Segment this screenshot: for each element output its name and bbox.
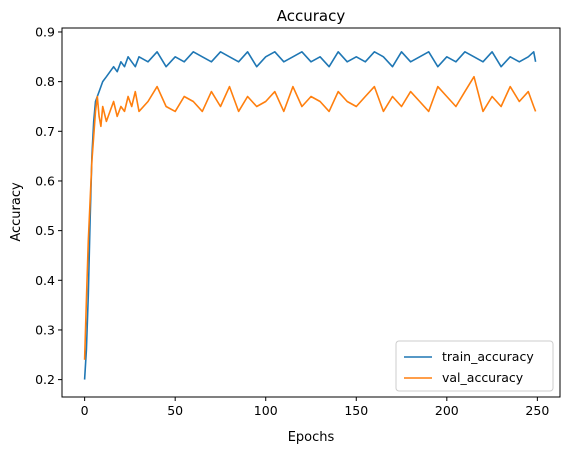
x-tick-label: 50 xyxy=(167,403,183,418)
legend-box xyxy=(395,340,554,392)
x-axis: 0 50 100 150 200 250 xyxy=(81,397,549,418)
y-tick-label: 0.3 xyxy=(35,322,55,337)
y-tick-label: 0.8 xyxy=(35,74,55,89)
y-axis-label: Accuracy xyxy=(9,182,24,242)
y-tick-label: 0.5 xyxy=(35,223,55,238)
x-tick-label: 0 xyxy=(81,403,89,418)
legend-label-val-accuracy: val_accuracy xyxy=(442,370,524,385)
x-tick-label: 200 xyxy=(435,403,459,418)
y-tick-label: 0.2 xyxy=(35,372,55,387)
y-tick-label: 0.9 xyxy=(35,24,55,39)
series-line-train-accuracy xyxy=(83,50,537,380)
legend: train_accuracy val_accuracy xyxy=(395,340,554,392)
legend-label-train-accuracy: train_accuracy xyxy=(442,349,534,364)
x-tick-label: 250 xyxy=(525,403,549,418)
x-axis-label: Epochs xyxy=(288,430,335,445)
x-tick-label: 150 xyxy=(344,403,368,418)
plot-frame xyxy=(61,27,561,398)
series-line-val-accuracy xyxy=(83,75,537,360)
chart-title: Accuracy xyxy=(277,7,346,25)
y-axis: 0.2 0.3 0.4 0.5 0.6 0.7 0.8 0.9 xyxy=(35,24,62,387)
series-layer xyxy=(83,50,537,380)
y-tick-label: 0.6 xyxy=(35,173,55,188)
x-tick-label: 100 xyxy=(254,403,278,418)
y-tick-label: 0.7 xyxy=(35,124,55,139)
y-tick-label: 0.4 xyxy=(35,273,55,288)
